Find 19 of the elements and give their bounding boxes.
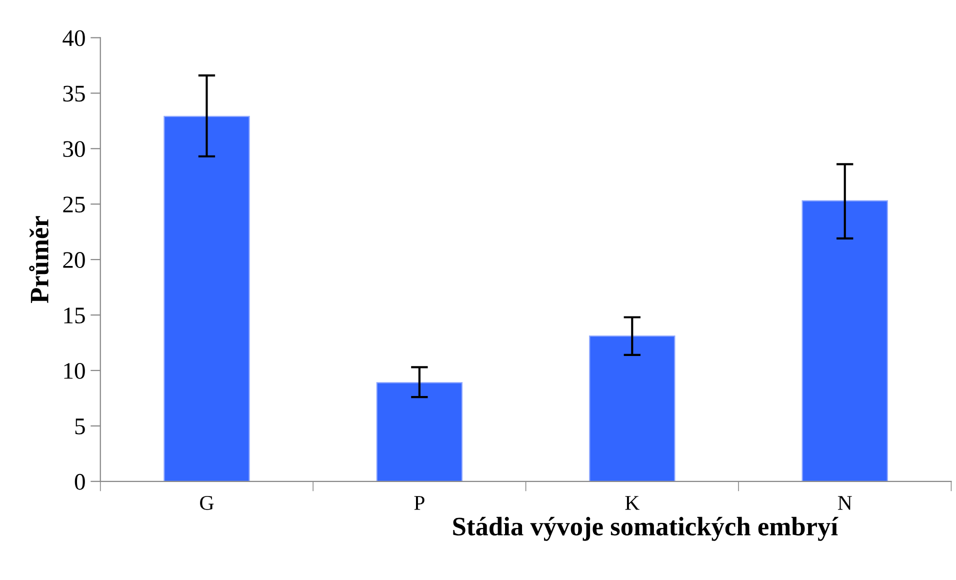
y-tick-label: 5: [75, 418, 85, 434]
y-tick-label: 30: [63, 141, 85, 158]
y-tick-label: 15: [64, 308, 85, 324]
x-tick-label: N: [838, 496, 852, 510]
x-axis-title: Stádia vývoje somatických embryí: [453, 516, 838, 541]
bar: [376, 382, 463, 482]
y-tick-label: 40: [62, 30, 85, 46]
x-tick-label: K: [625, 496, 640, 510]
bar: [589, 336, 676, 482]
y-axis-title: Průměr: [29, 216, 49, 304]
y-tick-label: 10: [64, 362, 85, 379]
x-tick-label: P: [414, 496, 424, 510]
y-tick-label: 0: [74, 474, 85, 490]
y-tick-label: 25: [63, 196, 85, 213]
y-tick-label: 35: [63, 86, 85, 102]
x-tick-label: G: [200, 496, 214, 510]
bar: [164, 116, 250, 482]
bar: [802, 200, 888, 482]
y-tick-label: 20: [63, 252, 85, 268]
